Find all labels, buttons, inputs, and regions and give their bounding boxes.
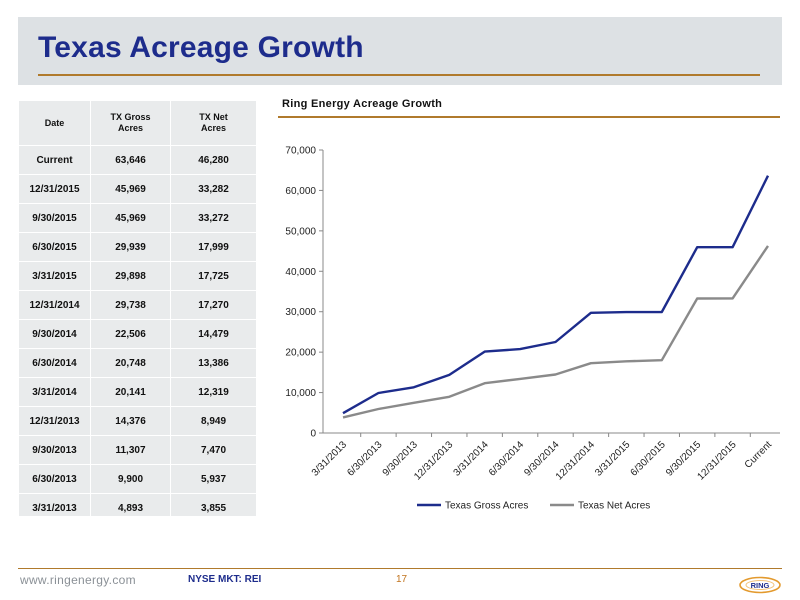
page-number: 17 bbox=[396, 574, 408, 585]
cell-date: 9/30/2013 bbox=[18, 435, 91, 465]
ring-logo: RING bbox=[739, 576, 781, 594]
cell-gross: 45,969 bbox=[90, 203, 171, 233]
header-gross-line1: TX Gross bbox=[110, 112, 151, 122]
table-row: 6/30/2013 9,900 5,937 bbox=[18, 464, 257, 494]
cell-net: 13,386 bbox=[170, 348, 257, 378]
x-tick-label: 6/30/2013 bbox=[345, 439, 385, 479]
header-net-line1: TX Net bbox=[199, 112, 228, 122]
header-tx-net-acres: TX Net Acres bbox=[170, 100, 257, 146]
cell-date: 3/31/2014 bbox=[18, 377, 91, 407]
x-tick-label: 12/31/2015 bbox=[696, 439, 739, 482]
legend-label: Texas Gross Acres bbox=[445, 501, 528, 512]
x-tick-label: 3/31/2014 bbox=[452, 439, 492, 479]
table-row: 9/30/2015 45,969 33,272 bbox=[18, 203, 257, 233]
cell-gross: 11,307 bbox=[90, 435, 171, 465]
x-tick-label: 6/30/2015 bbox=[629, 439, 669, 479]
y-tick-label: 60,000 bbox=[285, 186, 316, 197]
cell-date: 6/30/2014 bbox=[18, 348, 91, 378]
chart-title: Ring Energy Acreage Growth bbox=[282, 98, 443, 110]
acreage-line-chart: 0 10,000 20,000 30,000 40,000 50,000 60,000 70,… bbox=[285, 146, 780, 512]
cell-net: 12,319 bbox=[170, 377, 257, 407]
x-tick-label: 6/30/2014 bbox=[487, 439, 527, 479]
cell-date: 12/31/2015 bbox=[18, 174, 91, 204]
table-row: Current 63,646 46,280 bbox=[18, 145, 257, 175]
cell-net: 17,999 bbox=[170, 232, 257, 262]
cell-date: 9/30/2014 bbox=[18, 319, 91, 349]
y-tick-label: 20,000 bbox=[285, 348, 316, 359]
cell-net: 33,282 bbox=[170, 174, 257, 204]
cell-date: 9/30/2015 bbox=[18, 203, 91, 233]
cell-net: 7,470 bbox=[170, 435, 257, 465]
slide-title: Texas Acreage Growth bbox=[38, 31, 364, 64]
x-tick-label: 12/31/2013 bbox=[412, 439, 455, 482]
y-tick-label: 50,000 bbox=[285, 226, 316, 237]
table-row: 3/31/2014 20,141 12,319 bbox=[18, 377, 257, 407]
cell-gross: 9,900 bbox=[90, 464, 171, 494]
table-row: 3/31/2015 29,898 17,725 bbox=[18, 261, 257, 291]
cell-date: 3/31/2013 bbox=[18, 493, 91, 523]
cell-gross: 20,748 bbox=[90, 348, 171, 378]
cell-net: 3,855 bbox=[170, 493, 257, 523]
cell-net: 33,272 bbox=[170, 203, 257, 233]
table-row: 12/31/2014 29,738 17,270 bbox=[18, 290, 257, 320]
x-tick-label: 3/31/2015 bbox=[593, 439, 633, 479]
cell-gross: 63,646 bbox=[90, 145, 171, 175]
cell-net: 14,479 bbox=[170, 319, 257, 349]
cell-date: 3/31/2015 bbox=[18, 261, 91, 291]
table-row: 6/30/2014 20,748 13,386 bbox=[18, 348, 257, 378]
cell-net: 17,725 bbox=[170, 261, 257, 291]
title-band: Texas Acreage Growth bbox=[18, 17, 782, 85]
table-row: 3/31/2013 4,893 3,855 bbox=[18, 493, 257, 523]
title-divider bbox=[38, 74, 760, 76]
chart-title-divider bbox=[278, 116, 780, 118]
y-tick-label: 0 bbox=[310, 429, 316, 440]
cell-gross: 22,506 bbox=[90, 319, 171, 349]
acreage-table-panel: Date TX Gross Acres TX Net Acres Current… bbox=[18, 100, 257, 523]
y-tick-label: 70,000 bbox=[285, 146, 316, 157]
header-gross-line2: Acres bbox=[117, 123, 144, 133]
cell-net: 5,937 bbox=[170, 464, 257, 494]
y-tick-label: 30,000 bbox=[285, 307, 316, 318]
cell-gross: 29,898 bbox=[90, 261, 171, 291]
table-row: 9/30/2013 11,307 7,470 bbox=[18, 435, 257, 465]
ring-logo-text: RING bbox=[751, 581, 770, 590]
header-date: Date bbox=[18, 100, 91, 146]
series-line-texas-gross-acres bbox=[342, 175, 770, 415]
cell-date: 6/30/2015 bbox=[18, 232, 91, 262]
table-row: 12/31/2015 45,969 33,282 bbox=[18, 174, 257, 204]
cell-gross: 45,969 bbox=[90, 174, 171, 204]
series-line-texas-net-acres bbox=[342, 245, 769, 419]
x-tick-label: 12/31/2014 bbox=[554, 439, 597, 482]
x-tick-label: 3/31/2013 bbox=[310, 439, 350, 479]
acreage-table: Date TX Gross Acres TX Net Acres Current… bbox=[18, 100, 257, 523]
header-tx-gross-acres: TX Gross Acres bbox=[90, 100, 171, 146]
table-header-row: Date TX Gross Acres TX Net Acres bbox=[18, 100, 257, 146]
table-row: 9/30/2014 22,506 14,479 bbox=[18, 319, 257, 349]
table-row: 6/30/2015 29,939 17,999 bbox=[18, 232, 257, 262]
y-tick-label: 10,000 bbox=[285, 388, 316, 399]
footer-url[interactable]: www.ringenergy.com bbox=[20, 573, 136, 587]
y-tick-label: 40,000 bbox=[285, 267, 316, 278]
x-tick-label: Current bbox=[743, 439, 775, 471]
cell-net: 46,280 bbox=[170, 145, 257, 175]
cell-gross: 14,376 bbox=[90, 406, 171, 436]
cell-gross: 29,738 bbox=[90, 290, 171, 320]
cell-net: 17,270 bbox=[170, 290, 257, 320]
cell-date: Current bbox=[18, 145, 91, 175]
cell-date: 12/31/2013 bbox=[18, 406, 91, 436]
cell-gross: 29,939 bbox=[90, 232, 171, 262]
cell-gross: 20,141 bbox=[90, 377, 171, 407]
cell-date: 12/31/2014 bbox=[18, 290, 91, 320]
cell-date: 6/30/2013 bbox=[18, 464, 91, 494]
legend-label: Texas Net Acres bbox=[578, 501, 650, 512]
footer-divider bbox=[18, 568, 782, 569]
cell-net: 8,949 bbox=[170, 406, 257, 436]
header-net-line2: Acres bbox=[200, 123, 227, 133]
cell-gross: 4,893 bbox=[90, 493, 171, 523]
table-row: 12/31/2013 14,376 8,949 bbox=[18, 406, 257, 436]
footer-ticker: NYSE MKT: REI bbox=[188, 574, 262, 585]
